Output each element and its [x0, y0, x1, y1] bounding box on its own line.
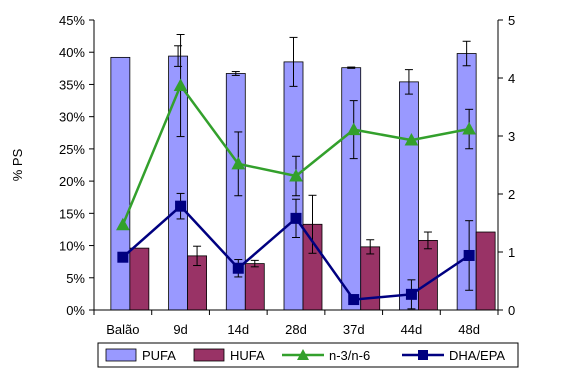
x-tick-label: 14d [227, 322, 249, 337]
bar-pufa-4 [341, 67, 362, 311]
point-n-3-n-6-0 [116, 217, 130, 231]
point-dha-epa-6 [463, 249, 475, 261]
y-left-tick-label: 35% [59, 77, 85, 92]
y-left-tick-label: 10% [59, 239, 85, 254]
y-right-tick-label: 3 [508, 129, 515, 144]
point-n-3-n-6-4 [346, 122, 361, 136]
y-left-tick-label: 40% [59, 45, 85, 60]
y-right-tick-label: 1 [508, 245, 515, 260]
x-tick-label: 44d [401, 322, 423, 337]
point-dha-epa-4 [348, 294, 360, 306]
legend-swatch-hufa [193, 348, 225, 362]
y-left-tick-label: 20% [59, 174, 85, 189]
legend-label-n-3-n-6: n-3/n-6 [329, 348, 370, 363]
legend-label-dha-epa: DHA/EPA [449, 348, 505, 363]
bar-pufa-2 [225, 73, 246, 311]
point-dha-epa-3 [290, 212, 302, 224]
point-n-3-n-6-5 [404, 133, 419, 146]
y-left-tick-label: 25% [59, 142, 85, 157]
bar-hufa-5 [418, 239, 438, 311]
x-tick-label: 9d [173, 322, 187, 337]
legend-marker-dha-epa [418, 350, 428, 360]
x-tick-label: 37d [343, 322, 365, 337]
legend: PUFA HUFA n-3/n-6 DHA/EPA [97, 342, 519, 368]
y-left-tick-label: 30% [59, 110, 85, 125]
bars-layer [110, 53, 496, 311]
lines-layer [116, 78, 476, 306]
point-n-3-n-6-2 [231, 156, 246, 170]
y-right-tick-label: 5 [508, 13, 515, 28]
legend-marker-n-3-n-6 [297, 349, 309, 360]
point-n-3-n-6-3 [289, 168, 303, 182]
bar-pufa-3 [283, 61, 304, 311]
point-dha-epa-1 [175, 200, 187, 212]
legend-label-pufa: PUFA [142, 348, 176, 363]
axes-layer: 0% 5% 10% 15% 20% 25% 30% 35% 40% 45% 0 1 2 3 4 5 Balão 9… [59, 13, 515, 337]
point-n-3-n-6-6 [462, 121, 476, 135]
x-tick-label: Balão [106, 322, 139, 337]
bar-hufa-0 [129, 247, 150, 311]
y-left-tick-label: 5% [66, 271, 85, 286]
bar-hufa-4 [360, 246, 381, 311]
bar-pufa-5 [399, 81, 419, 311]
bar-hufa-6 [475, 231, 496, 311]
y-right-tick-label: 2 [508, 187, 515, 202]
y-right-tick-label: 0 [508, 303, 515, 318]
bar-pufa-0 [110, 56, 131, 311]
x-tick-label: 48d [458, 322, 480, 337]
y-left-tick-label: 0% [66, 303, 85, 318]
legend-swatch-pufa [105, 348, 137, 362]
y-axis-title: % PS [10, 148, 25, 181]
legend-label-hufa: HUFA [230, 348, 265, 363]
y-left-tick-label: 15% [59, 206, 85, 221]
bar-hufa-2 [244, 263, 265, 311]
y-right-tick-label: 4 [508, 71, 515, 86]
bar-pufa-6 [456, 53, 477, 311]
x-tick-label: 28d [285, 322, 307, 337]
point-dha-epa-5 [405, 288, 417, 300]
point-dha-epa-2 [232, 262, 244, 274]
point-n-3-n-6-1 [173, 78, 188, 92]
error-bars-layer [174, 34, 474, 310]
y-left-tick-label: 45% [59, 13, 85, 28]
point-dha-epa-0 [117, 251, 129, 263]
